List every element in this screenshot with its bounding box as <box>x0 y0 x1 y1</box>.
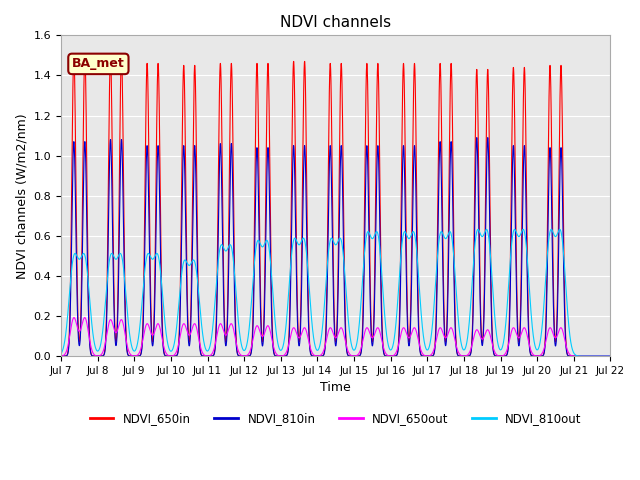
NDVI_810out <box>607 353 614 359</box>
NDVI_810out <box>490 297 497 303</box>
NDVI_650in <box>57 353 65 359</box>
NDVI_810in <box>263 183 271 189</box>
NDVI_810in <box>490 350 497 356</box>
NDVI_650out <box>263 324 271 330</box>
NDVI_650in <box>263 109 271 115</box>
NDVI_650out <box>605 353 612 359</box>
NDVI_650out <box>490 346 497 352</box>
NDVI_810out <box>169 346 177 352</box>
X-axis label: Time: Time <box>321 382 351 395</box>
Line: NDVI_810out: NDVI_810out <box>61 229 611 356</box>
Y-axis label: NDVI channels (W/m2/nm): NDVI channels (W/m2/nm) <box>15 113 28 278</box>
NDVI_810out <box>605 353 612 359</box>
NDVI_650out <box>412 326 419 332</box>
NDVI_810in <box>169 353 177 359</box>
NDVI_650in <box>169 353 177 359</box>
Line: NDVI_810in: NDVI_810in <box>61 138 611 356</box>
Line: NDVI_650in: NDVI_650in <box>61 55 611 356</box>
NDVI_650out <box>175 341 182 347</box>
NDVI_810in <box>412 167 419 173</box>
Text: BA_met: BA_met <box>72 58 125 71</box>
Title: NDVI channels: NDVI channels <box>280 15 391 30</box>
NDVI_650in <box>490 349 497 355</box>
Legend: NDVI_650in, NDVI_810in, NDVI_650out, NDVI_810out: NDVI_650in, NDVI_810in, NDVI_650out, NDV… <box>85 407 586 430</box>
NDVI_650out <box>169 353 177 359</box>
NDVI_810out <box>547 227 555 232</box>
NDVI_650in <box>70 52 77 58</box>
NDVI_810in <box>484 135 492 141</box>
NDVI_650in <box>175 342 182 348</box>
NDVI_810out <box>263 238 271 243</box>
NDVI_810in <box>605 353 612 359</box>
NDVI_650in <box>605 353 612 359</box>
NDVI_810out <box>175 304 182 310</box>
NDVI_650out <box>607 353 614 359</box>
NDVI_810out <box>57 351 65 357</box>
NDVI_650out <box>57 353 65 359</box>
NDVI_650in <box>412 99 419 105</box>
NDVI_810in <box>607 353 614 359</box>
NDVI_810in <box>57 353 65 359</box>
Line: NDVI_650out: NDVI_650out <box>61 318 611 356</box>
NDVI_810in <box>175 346 182 351</box>
NDVI_810out <box>412 237 419 242</box>
NDVI_650out <box>81 315 88 321</box>
NDVI_650in <box>607 353 614 359</box>
